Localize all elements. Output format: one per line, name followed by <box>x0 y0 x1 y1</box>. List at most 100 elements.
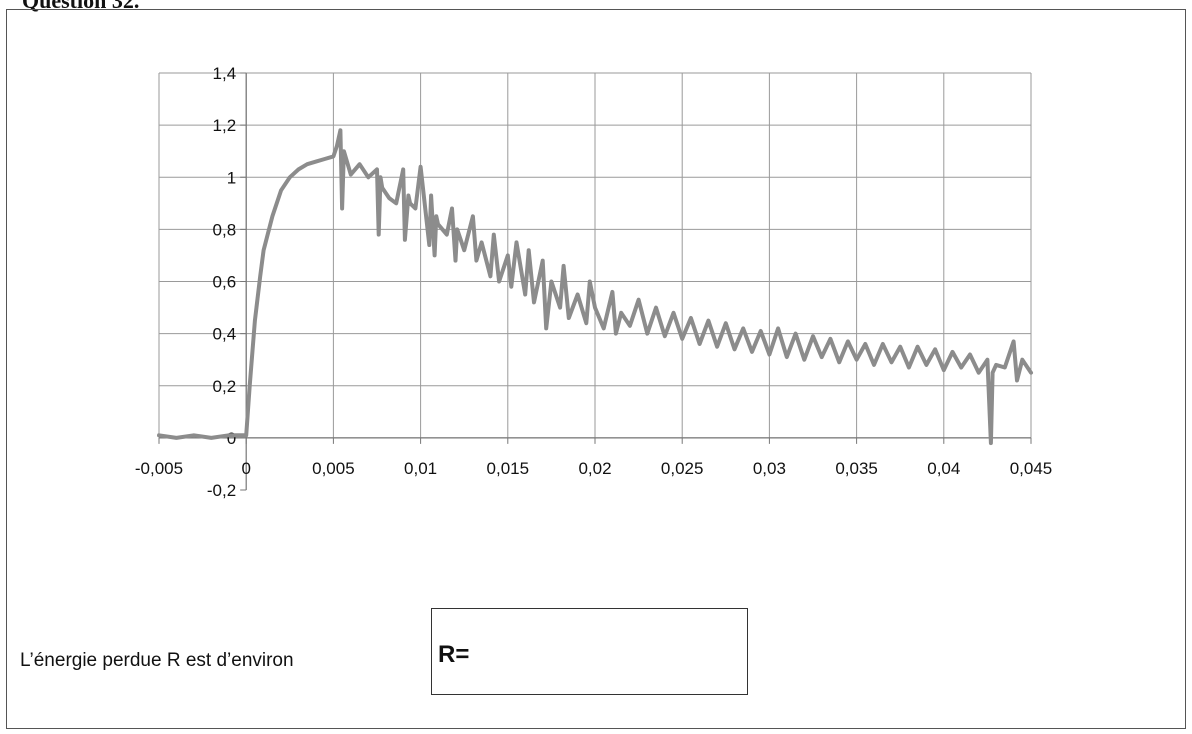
data-point <box>289 176 291 179</box>
data-point <box>951 351 954 353</box>
data-point <box>541 259 544 262</box>
y-tick-label: 0,6 <box>213 273 237 292</box>
data-point <box>1021 358 1024 361</box>
data-point <box>986 358 989 361</box>
data-point <box>751 351 753 353</box>
data-point <box>990 442 992 444</box>
data-point <box>280 189 282 192</box>
data-point <box>507 254 509 257</box>
data-point <box>890 361 893 364</box>
y-tick-label: 1,4 <box>213 64 237 83</box>
data-point <box>725 322 727 325</box>
data-point <box>158 434 160 437</box>
data-point <box>332 155 335 158</box>
data-point <box>615 332 617 335</box>
data-point <box>690 317 692 319</box>
x-tick-label: 0,015 <box>487 459 530 478</box>
data-point <box>463 249 466 251</box>
data-point <box>977 371 980 374</box>
y-tick-label: -0,2 <box>207 481 236 500</box>
data-point <box>315 160 317 163</box>
data-point <box>864 343 867 345</box>
x-tick-label: 0,045 <box>1010 459 1053 478</box>
data-point <box>882 343 884 345</box>
data-point <box>437 223 439 225</box>
x-tick-label: 0,005 <box>312 459 355 478</box>
data-point <box>533 301 535 304</box>
data-point <box>620 312 622 314</box>
x-tick-label: 0,04 <box>927 459 960 478</box>
data-point <box>339 129 342 132</box>
data-point <box>428 244 431 246</box>
data-point <box>568 317 570 319</box>
data-point <box>655 306 657 309</box>
data-point <box>435 215 438 218</box>
data-point <box>515 241 518 244</box>
data-point <box>899 345 901 348</box>
data-point <box>454 259 457 262</box>
data-point <box>193 434 195 437</box>
data-point <box>925 364 928 366</box>
data-point <box>698 343 701 345</box>
data-point <box>545 327 547 330</box>
data-point <box>475 259 478 262</box>
data-point <box>451 207 453 210</box>
data-point <box>433 254 436 257</box>
data-point <box>402 168 405 171</box>
x-tick-label: 0 <box>241 459 250 478</box>
data-point <box>210 437 213 439</box>
data-point <box>350 173 352 176</box>
data-point <box>341 207 343 210</box>
data-point <box>379 176 382 179</box>
data-point <box>960 366 962 369</box>
data-point <box>969 353 971 356</box>
data-point <box>550 280 553 283</box>
data-point <box>1004 366 1006 369</box>
y-tick-label: 0,8 <box>213 220 237 239</box>
y-tick-label: 1 <box>227 168 236 187</box>
data-point <box>262 249 265 251</box>
y-tick-label: 0,2 <box>213 377 237 396</box>
y-tick-label: 0,4 <box>213 325 237 344</box>
data-point <box>493 233 495 236</box>
y-tick-label: 0 <box>227 429 236 448</box>
data-point <box>585 322 588 325</box>
data-point <box>794 332 797 335</box>
data-point <box>472 215 474 218</box>
data-point <box>510 285 513 288</box>
data-point <box>934 348 936 351</box>
data-point <box>259 275 262 278</box>
data-point <box>336 145 338 147</box>
data-point <box>254 319 256 322</box>
data-point <box>456 228 459 231</box>
data-point <box>873 364 875 366</box>
chart-series <box>157 128 1033 446</box>
line-chart: -0,005 0 0,005 0,01 0,015 0,02 0,025 0,03 0,035 0… <box>135 64 1053 500</box>
data-point <box>430 194 432 197</box>
data-point <box>388 197 391 199</box>
x-tick-label: 0,02 <box>578 459 611 478</box>
answer-box[interactable]: R= <box>431 608 748 695</box>
data-point <box>524 293 526 296</box>
data-point <box>367 176 370 179</box>
data-point <box>611 291 614 293</box>
data-point <box>576 293 579 296</box>
data-point <box>562 265 565 267</box>
data-point <box>1030 371 1032 374</box>
data-point <box>716 345 718 348</box>
data-point <box>855 358 858 361</box>
data-point <box>759 330 762 332</box>
data-point <box>271 215 274 218</box>
y-tick-label: 1,2 <box>213 116 237 135</box>
x-tick-label: 0,03 <box>753 459 786 478</box>
data-point <box>777 327 779 330</box>
data-point <box>991 371 994 374</box>
data-point <box>646 332 649 335</box>
data-point <box>916 345 919 348</box>
energy-lost-label: L’énergie perdue R est d’environ <box>20 650 294 671</box>
data-point <box>245 434 247 437</box>
data-point <box>404 239 406 241</box>
data-point <box>297 168 300 171</box>
data-point <box>1016 379 1018 382</box>
data-point <box>943 369 945 371</box>
